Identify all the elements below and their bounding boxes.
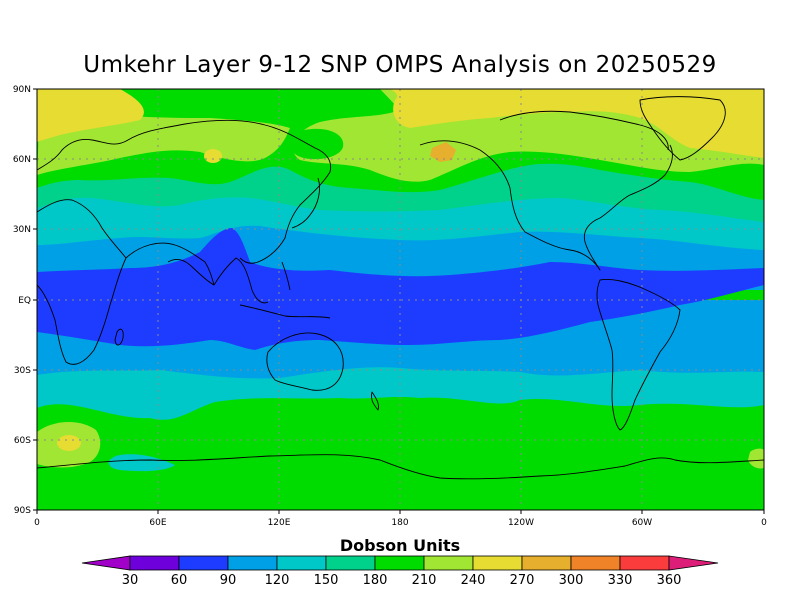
band-150-180-antarctic-lobe <box>108 454 175 472</box>
colorbar-label: 210 <box>412 573 437 588</box>
lon-label: 60W <box>632 518 652 528</box>
tick-marks <box>33 88 765 514</box>
coastline-madagascar <box>114 328 124 346</box>
lon-label: 120E <box>268 518 291 528</box>
colorbar-swatch <box>276 555 327 571</box>
hotspot-alaska <box>430 142 456 162</box>
coastline-antarctica <box>37 454 764 480</box>
coastline-new-zealand <box>371 391 379 411</box>
graticule <box>37 89 764 510</box>
colorbar-arrow-high <box>668 555 719 571</box>
colorbar-label: 120 <box>265 573 290 588</box>
colorbar-label: 60 <box>171 573 188 588</box>
band-270-300-cap <box>37 89 764 158</box>
band-270-300-europe <box>37 89 144 142</box>
colorbar-label: 240 <box>461 573 486 588</box>
lon-label: 0 <box>761 518 767 528</box>
lat-label: 30N <box>13 225 31 235</box>
colorbar-swatch <box>423 555 474 571</box>
coastlines <box>37 96 764 480</box>
colorbar-swatch <box>521 555 572 571</box>
colorbar-swatch <box>374 555 425 571</box>
coastline-se-asia <box>213 257 269 304</box>
band-210-240-south-pacific <box>748 448 764 469</box>
colorbar-swatch <box>227 555 278 571</box>
coastline-indonesia <box>239 304 331 319</box>
lat-label: EQ <box>18 296 31 306</box>
colorbar-label: 330 <box>608 573 633 588</box>
colorbar-swatch <box>178 555 229 571</box>
colorbar-swatch <box>325 555 376 571</box>
lat-label: 60S <box>14 436 31 446</box>
hotspot-south-atlantic <box>57 435 81 451</box>
coastline-greenland <box>639 96 726 161</box>
lon-label: 0 <box>34 518 40 528</box>
lat-labels: 90N 60N 30N EQ 30S 60S 90S <box>13 85 31 516</box>
colorbar-label: 150 <box>314 573 339 588</box>
coastline-japan <box>291 177 321 229</box>
lat-label: 30S <box>14 366 31 376</box>
colorbar-label: 360 <box>657 573 682 588</box>
colorbar-label: 270 <box>510 573 535 588</box>
lon-label: 180 <box>391 518 408 528</box>
colorbar-swatch <box>472 555 523 571</box>
coastline-philippines <box>281 261 291 291</box>
colorbar-label: 90 <box>220 573 237 588</box>
lat-label: 90N <box>13 85 31 95</box>
colorbar-swatch <box>570 555 621 571</box>
coastline-africa <box>37 199 127 365</box>
lat-label: 90S <box>14 506 31 516</box>
hotspot-siberia <box>204 149 222 163</box>
coastline-australia <box>266 332 344 391</box>
colorbar-label: 180 <box>363 573 388 588</box>
colorbar-arrow-low <box>81 555 131 571</box>
lon-label: 120W <box>508 518 534 528</box>
band-240-270-north <box>37 89 764 182</box>
colorbar-swatch <box>619 555 670 571</box>
map-title: Umkehr Layer 9-12 SNP OMPS Analysis on 2… <box>83 52 717 78</box>
coastline-india <box>125 242 215 286</box>
arctic-green-patch <box>289 128 344 160</box>
colorbar-label: 30 <box>122 573 139 588</box>
lon-labels: 0 60E 120E 180 120W 60W 0 <box>34 518 767 528</box>
coastline-arctic-canada <box>499 110 669 151</box>
lat-label: 60N <box>13 155 31 165</box>
band-90-120-equator <box>37 228 764 350</box>
lon-label: 60E <box>149 518 166 528</box>
coastline-north-america <box>419 140 673 271</box>
colorbar-swatch <box>129 555 180 571</box>
colorbar-label: 300 <box>559 573 584 588</box>
coastline-eurasia <box>37 119 332 264</box>
coastline-south-america <box>596 279 681 431</box>
colorbar: 30 60 90 120 150 180 210 240 270 300 330 360 <box>81 555 719 588</box>
colorbar-title: Dobson Units <box>339 536 461 555</box>
